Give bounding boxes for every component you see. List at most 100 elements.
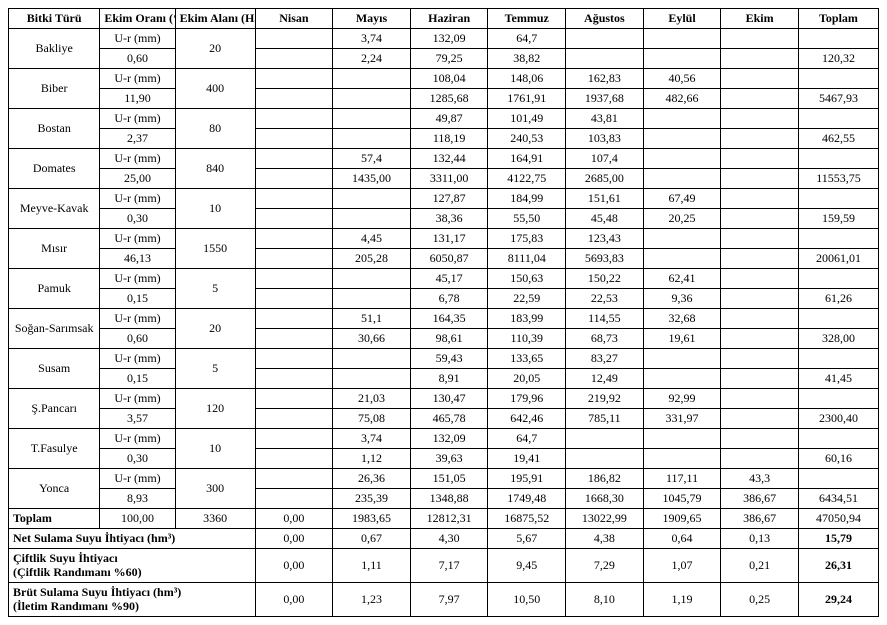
cell-nisan	[255, 109, 333, 129]
crop-area: 840	[175, 149, 255, 189]
cell-ekim	[721, 449, 799, 469]
cell-haziran: 98,61	[410, 329, 488, 349]
cell-haziran: 79,25	[410, 49, 488, 69]
crop-row-val: 0,301,1239,6319,4160,16	[9, 449, 879, 469]
summary-eylul: 1,19	[643, 582, 721, 616]
cell-eylul	[643, 169, 721, 189]
cell-nisan	[255, 189, 333, 209]
crop-percent: 0,30	[100, 209, 175, 229]
crop-area: 5	[175, 349, 255, 389]
crop-percent: 3,57	[100, 409, 175, 429]
totals-agustos: 13022,99	[566, 509, 644, 529]
cell-temmuz: 64,7	[488, 29, 566, 49]
cell-temmuz: 183,99	[488, 309, 566, 329]
ur-label: U-r (mm)	[100, 189, 175, 209]
crop-row-val: 0,158,9120,0512,4941,45	[9, 369, 879, 389]
crop-name: Soğan-Sarımsak	[9, 309, 100, 349]
summary-haziran: 4,30	[410, 529, 488, 549]
cell-eylul: 40,56	[643, 69, 721, 89]
cell-temmuz: 148,06	[488, 69, 566, 89]
crop-row-ur: Ş.PancarıU-r (mm)12021,03130,47179,96219…	[9, 389, 879, 409]
cell-ekim	[721, 429, 799, 449]
cell-toplam	[798, 269, 878, 289]
cell-toplam	[798, 389, 878, 409]
cell-toplam: 11553,75	[798, 169, 878, 189]
crop-row-val: 3,5775,08465,78642,46785,11331,972300,40	[9, 409, 879, 429]
totals-mayis: 1983,65	[333, 509, 411, 529]
cell-toplam	[798, 469, 878, 489]
cell-eylul	[643, 369, 721, 389]
cell-nisan	[255, 209, 333, 229]
cell-nisan	[255, 229, 333, 249]
cell-agustos: 107,4	[566, 149, 644, 169]
cell-toplam: 6434,51	[798, 489, 878, 509]
cell-nisan	[255, 389, 333, 409]
cell-temmuz: 19,41	[488, 449, 566, 469]
cell-nisan	[255, 349, 333, 369]
cell-nisan	[255, 269, 333, 289]
crop-name: Bostan	[9, 109, 100, 149]
cell-toplam	[798, 429, 878, 449]
crop-row-val: 2,37118,19240,53103,83462,55	[9, 129, 879, 149]
crop-name: Meyve-Kavak	[9, 189, 100, 229]
totals-nisan: 0,00	[255, 509, 333, 529]
crop-area: 80	[175, 109, 255, 149]
cell-eylul: 19,61	[643, 329, 721, 349]
summary-temmuz: 5,67	[488, 529, 566, 549]
cell-mayis	[333, 349, 411, 369]
cell-toplam	[798, 189, 878, 209]
crop-name: Mısır	[9, 229, 100, 269]
cell-toplam: 120,32	[798, 49, 878, 69]
header-ekim: Ekim	[721, 9, 799, 29]
cell-agustos: 45,48	[566, 209, 644, 229]
summary-label: Çiftlik Suyu İhtiyacı(Çiftlik Randımanı …	[9, 549, 256, 583]
crop-area: 120	[175, 389, 255, 429]
cell-temmuz: 175,83	[488, 229, 566, 249]
cell-agustos: 219,92	[566, 389, 644, 409]
cell-agustos: 68,73	[566, 329, 644, 349]
totals-eylul: 1909,65	[643, 509, 721, 529]
summary-mayis: 0,67	[333, 529, 411, 549]
crop-area: 10	[175, 189, 255, 229]
ur-label: U-r (mm)	[100, 229, 175, 249]
cell-nisan	[255, 309, 333, 329]
crop-percent: 46,13	[100, 249, 175, 269]
summary-eylul: 1,07	[643, 549, 721, 583]
cell-haziran: 132,09	[410, 429, 488, 449]
cell-ekim	[721, 129, 799, 149]
cell-haziran: 118,19	[410, 129, 488, 149]
cell-toplam: 41,45	[798, 369, 878, 389]
totals-haziran: 12812,31	[410, 509, 488, 529]
cell-eylul: 331,97	[643, 409, 721, 429]
cell-ekim	[721, 369, 799, 389]
cell-eylul	[643, 149, 721, 169]
crop-area: 400	[175, 69, 255, 109]
summary-label: Brüt Sulama Suyu İhtiyacı (hm³)(İletim R…	[9, 582, 256, 616]
cell-ekim	[721, 389, 799, 409]
cell-agustos	[566, 449, 644, 469]
cell-ekim: 43,3	[721, 469, 799, 489]
crop-row-val: 0,6030,6698,61110,3968,7319,61328,00	[9, 329, 879, 349]
ur-label: U-r (mm)	[100, 349, 175, 369]
crop-row-ur: DomatesU-r (mm)84057,4132,44164,91107,4	[9, 149, 879, 169]
crop-name: Bakliye	[9, 29, 100, 69]
cell-temmuz: 101,49	[488, 109, 566, 129]
header-agustos: Ağustos	[566, 9, 644, 29]
cell-agustos: 43,81	[566, 109, 644, 129]
cell-mayis: 3,74	[333, 429, 411, 449]
cell-toplam: 328,00	[798, 329, 878, 349]
crop-area: 300	[175, 469, 255, 509]
cell-haziran: 164,35	[410, 309, 488, 329]
cell-haziran: 131,17	[410, 229, 488, 249]
cell-agustos	[566, 49, 644, 69]
cell-mayis: 26,36	[333, 469, 411, 489]
cell-mayis	[333, 289, 411, 309]
crop-area: 10	[175, 429, 255, 469]
totals-ekim: 386,67	[721, 509, 799, 529]
ur-label: U-r (mm)	[100, 389, 175, 409]
cell-haziran: 6050,87	[410, 249, 488, 269]
summary-agustos: 8,10	[566, 582, 644, 616]
cell-agustos: 5693,83	[566, 249, 644, 269]
cell-mayis	[333, 69, 411, 89]
cell-eylul: 62,41	[643, 269, 721, 289]
